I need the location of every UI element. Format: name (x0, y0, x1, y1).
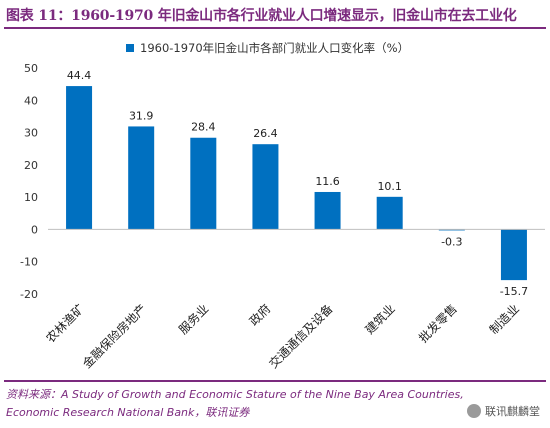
category-label: 农林渔矿 (43, 302, 87, 346)
data-label: -0.3 (441, 235, 462, 248)
y-tick-label: 10 (24, 191, 38, 204)
y-tick-label: 0 (31, 223, 38, 236)
bar (128, 126, 155, 230)
data-label: 11.6 (315, 175, 340, 188)
y-tick-label: 50 (24, 62, 38, 75)
data-label: -15.7 (500, 285, 528, 298)
source-divider (4, 380, 546, 382)
y-tick-label: 20 (24, 159, 38, 172)
y-tick-label: 30 (24, 127, 38, 140)
legend: 1960-1970年旧金山市各部门就业人口变化率（%） (126, 41, 409, 55)
watermark-text: 联讯麒麟堂 (485, 405, 540, 418)
category-label: 建筑业 (362, 301, 398, 337)
bar (190, 137, 217, 230)
category-label: 金融保险房地产 (79, 301, 149, 371)
watermark: 联讯麒麟堂 (463, 402, 544, 420)
y-tick-label: -10 (20, 256, 38, 269)
data-label: 44.4 (67, 69, 92, 82)
category-label: 批发零售 (415, 301, 460, 346)
source-line-1: 资料来源：A Study of Growth and Economic Stat… (6, 388, 464, 401)
category-label: 服务业 (175, 301, 211, 337)
data-label: 10.1 (377, 180, 402, 193)
wechat-icon (467, 404, 481, 418)
category-label: 政府 (246, 301, 274, 329)
value-labels: 44.4 31.9 28.4 26.4 11.6 10.1 -0.3 -15.7 (67, 69, 528, 298)
legend-swatch (126, 44, 134, 52)
category-label: 制造业 (487, 302, 522, 337)
bar (314, 191, 341, 230)
bars (66, 86, 527, 281)
data-label: 31.9 (129, 109, 154, 122)
y-tick-label: 40 (24, 94, 38, 107)
data-label: 28.4 (191, 121, 216, 134)
data-label: 26.4 (253, 127, 278, 140)
figure-title: 图表 11：1960-1970 年旧金山市各行业就业人口增速显示，旧金山市在去工… (6, 8, 517, 24)
title-divider (4, 27, 546, 29)
category-label: 交通通信及设备 (266, 301, 336, 371)
bar (252, 144, 279, 230)
legend-label: 1960-1970年旧金山市各部门就业人口变化率（%） (140, 41, 409, 55)
bar-chart: 1960-1970年旧金山市各部门就业人口变化率（%） -20 -10 0 10 20 3… (20, 41, 545, 371)
source-line-2: Economic Research National Bank，联讯证券 (6, 406, 250, 419)
y-axis: -20 -10 0 10 20 30 40 50 (20, 62, 38, 301)
bar (376, 196, 403, 230)
bar (500, 229, 527, 281)
bar (66, 86, 93, 230)
y-tick-label: -20 (20, 288, 38, 301)
